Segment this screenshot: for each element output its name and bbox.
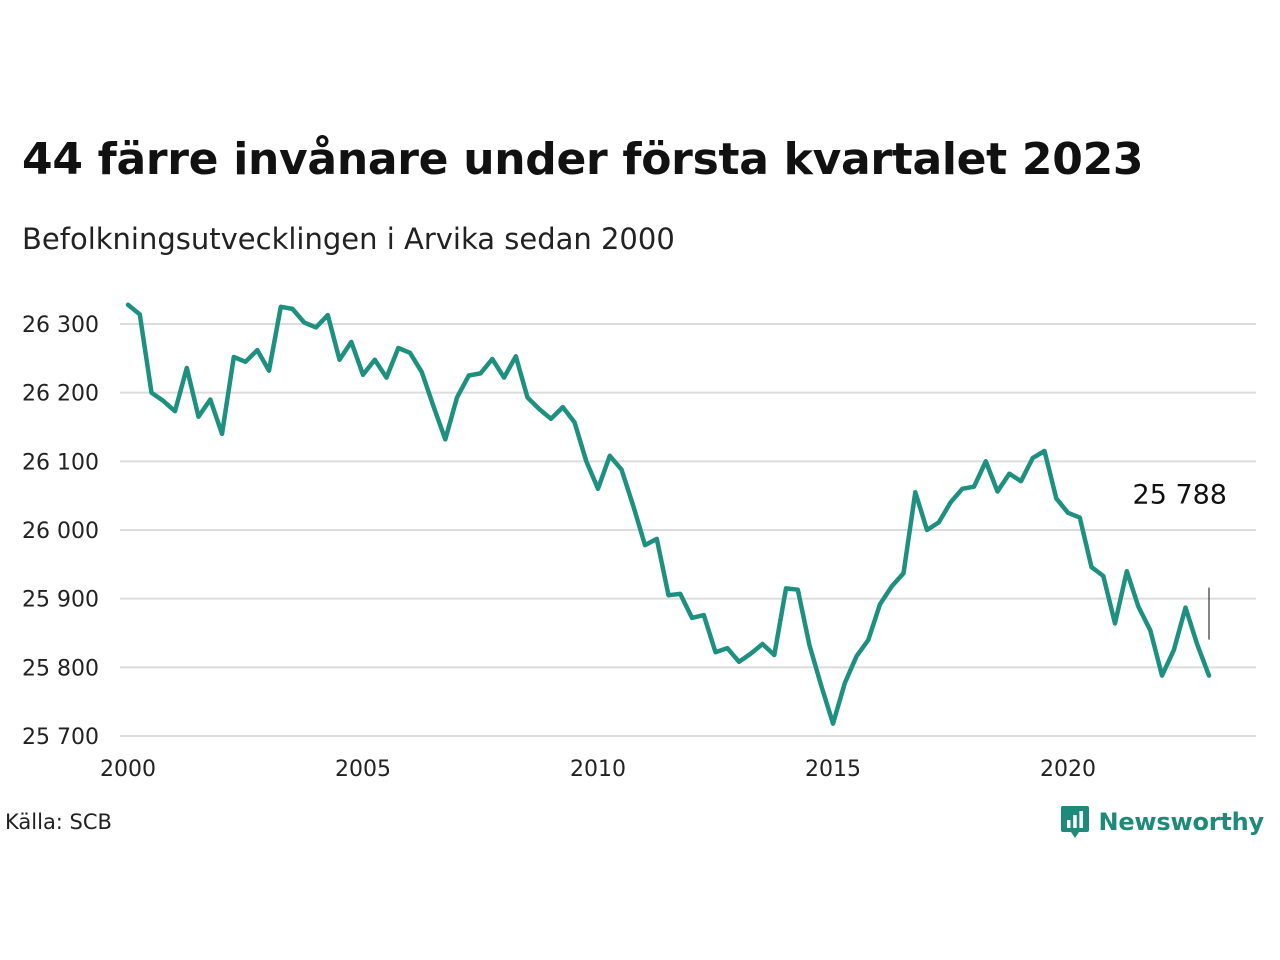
series-layer xyxy=(125,302,1212,726)
source-note: Källa: SCB xyxy=(5,810,112,834)
y-tick-label: 25 900 xyxy=(22,588,99,613)
y-tick-label: 26 200 xyxy=(22,382,99,407)
y-tick-label: 26 100 xyxy=(22,450,99,475)
chart-title: 44 färre invånare under första kvartalet… xyxy=(22,134,1144,185)
grid-lines xyxy=(120,323,1256,737)
x-tick-label: 2010 xyxy=(570,757,626,782)
y-tick-label: 26 300 xyxy=(22,313,99,338)
y-tick-label: 26 000 xyxy=(22,519,99,544)
annotation-layer: 25 788 xyxy=(1133,480,1227,640)
y-axis-tick-labels: 25 700 25 800 25 900 26 000 26 100 26 200 26 3… xyxy=(22,313,99,750)
bar-chart-speech-icon xyxy=(1061,806,1090,838)
population-line xyxy=(125,302,1212,726)
x-tick-label: 2005 xyxy=(335,757,391,782)
x-tick-label: 2000 xyxy=(100,757,156,782)
x-tick-label: 2020 xyxy=(1040,757,1096,782)
brand-name: Newsworthy xyxy=(1098,808,1264,836)
x-axis-tick-labels: 2000 2005 2010 2015 2020 xyxy=(100,757,1096,782)
last-value-label: 25 788 xyxy=(1133,480,1227,511)
x-tick-label: 2015 xyxy=(805,757,861,782)
y-tick-label: 25 800 xyxy=(22,656,99,681)
brand-logo: Newsworthy xyxy=(1060,805,1264,839)
chart-subtitle: Befolkningsutvecklingen i Arvika sedan 2… xyxy=(22,222,675,256)
y-tick-label: 25 700 xyxy=(22,725,99,750)
